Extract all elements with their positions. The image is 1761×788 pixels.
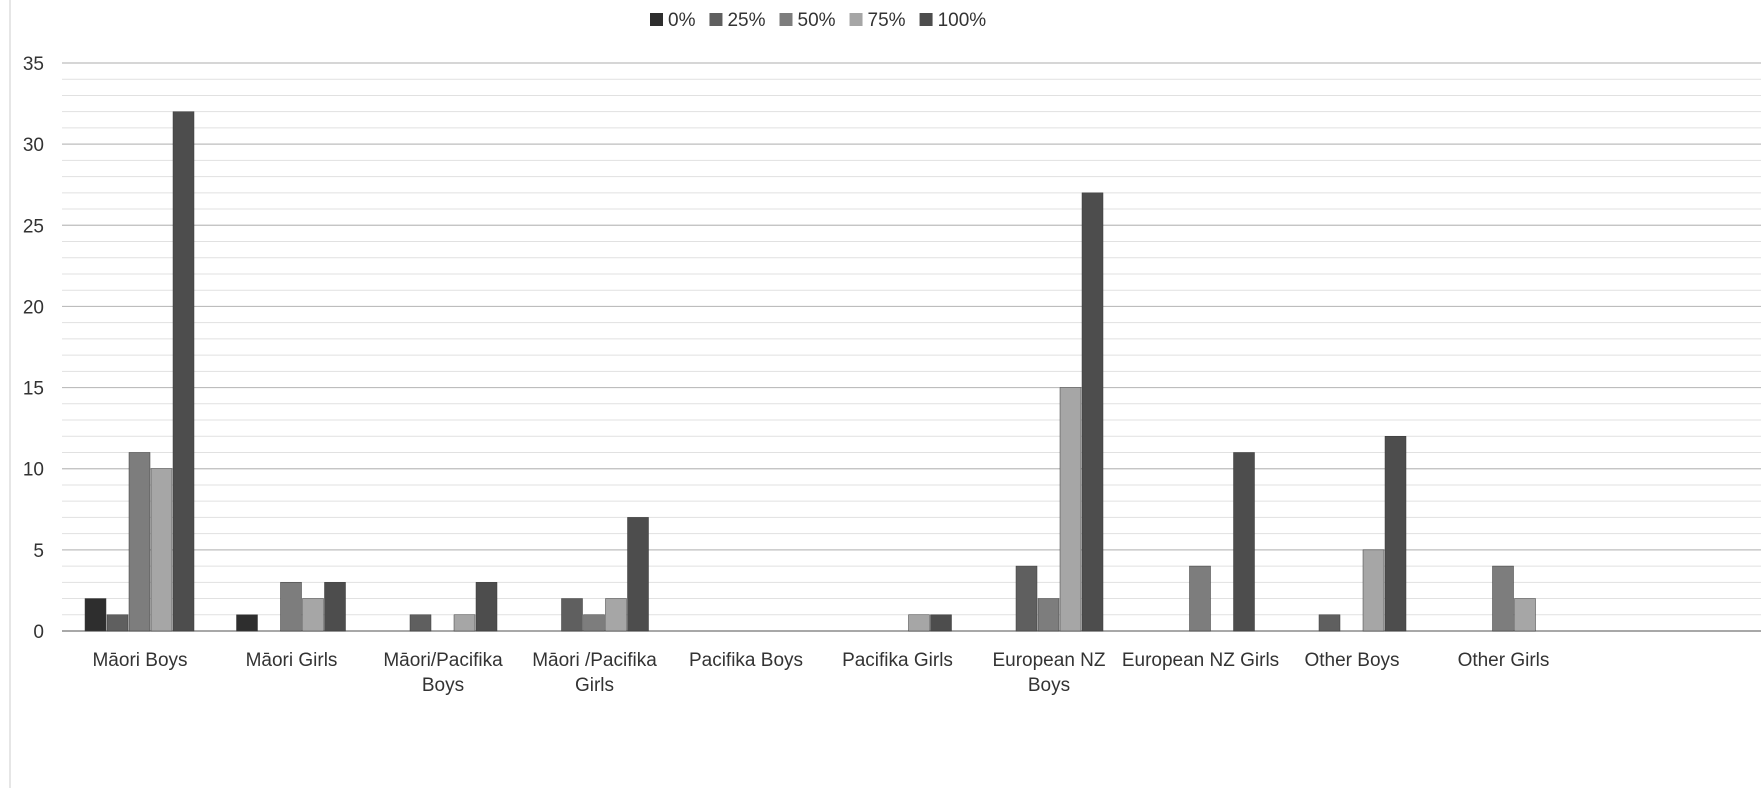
x-tick-label: Māori Girls [246,650,338,671]
bar-75pct-9 [1514,598,1536,632]
bar-100pct-3 [627,517,649,632]
bar-75pct-6 [1059,387,1082,632]
x-tick-label: Girls [575,675,614,696]
bar-25pct-0 [106,614,129,632]
y-tick-label: 30 [23,135,44,156]
bar-75pct-2 [453,614,476,632]
bar-25pct-2 [409,614,432,632]
x-axis: Māori Boys Māori Girls Māori/Pacifika Boys M… [92,650,1549,696]
legend-label: 100% [938,10,987,31]
bars [84,111,1536,632]
legend-label: 0% [668,10,696,31]
x-tick-label: Pacifika Boys [689,650,803,671]
y-axis: 0 5 10 15 20 25 30 35 [23,54,44,643]
bar-100pct-7 [1233,452,1255,632]
bar-50pct-6 [1037,598,1060,632]
x-tick-label: Māori Boys [92,650,187,671]
bar-75pct-3 [605,598,627,632]
legend-swatch [650,13,663,26]
y-tick-label: 35 [23,54,44,75]
bar-50pct-3 [583,614,605,632]
legend-label: 50% [798,10,836,31]
bar-100pct-6 [1081,192,1104,632]
legend-label: 25% [727,10,765,31]
bar-25pct-8 [1318,614,1341,632]
bar-25pct-6 [1015,565,1038,632]
bar-50pct-0 [128,452,151,632]
bar-0pct-0 [84,598,107,632]
bar-100pct-5 [930,614,952,632]
y-tick-label: 25 [23,216,44,237]
x-tick-label: Boys [1028,675,1070,696]
bar-75pct-5 [908,614,930,632]
y-tick-label: 5 [33,541,44,562]
legend-swatch [849,13,863,26]
bar-0pct-1 [236,614,258,632]
y-tick-label: 15 [23,379,44,400]
bar-75pct-0 [150,468,173,632]
y-tick-label: 20 [23,297,44,318]
legend-label: 75% [868,10,906,31]
x-tick-label: Other Girls [1458,650,1550,671]
x-tick-label: Māori/Pacifika [383,650,503,671]
bar-100pct-0 [172,111,195,632]
legend: 0% 25% 50% 75% 100% [650,10,986,31]
x-tick-label: European NZ [992,650,1105,671]
bar-75pct-1 [302,598,324,632]
bar-50pct-7 [1189,565,1211,632]
x-tick-label: Pacifika Girls [842,650,953,671]
bar-25pct-3 [561,598,583,632]
bar-100pct-8 [1384,436,1407,632]
y-tick-label: 10 [23,460,44,481]
y-tick-label: 0 [33,622,44,643]
bar-100pct-1 [324,582,346,632]
x-tick-label: Boys [422,675,464,696]
legend-swatch [779,13,793,26]
gridlines [9,0,1761,788]
bar-50pct-9 [1492,565,1514,632]
x-tick-label: Other Boys [1304,650,1399,671]
legend-swatch [709,13,723,26]
x-tick-label: European NZ Girls [1122,650,1279,671]
bar-75pct-8 [1362,549,1385,632]
bar-50pct-1 [280,582,302,632]
bar-100pct-2 [475,582,498,632]
x-tick-label: Māori /Pacifika [532,650,657,671]
legend-swatch [919,13,933,26]
